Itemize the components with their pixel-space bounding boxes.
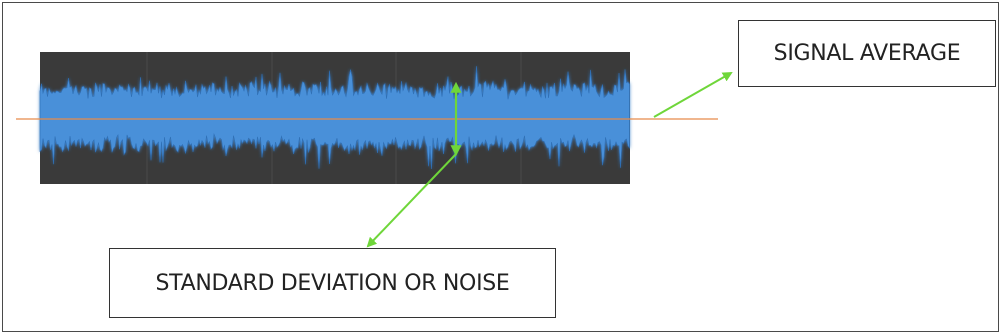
signal-pointer-arrow	[653, 72, 733, 118]
noise-pointer-arrow	[366, 153, 457, 248]
waveform-envelope	[39, 66, 630, 170]
standard-deviation-label: STANDARD DEVIATION OR NOISE	[109, 248, 556, 318]
noise-waveform	[39, 66, 630, 170]
signal-average-label: SIGNAL AVERAGE	[738, 20, 996, 87]
